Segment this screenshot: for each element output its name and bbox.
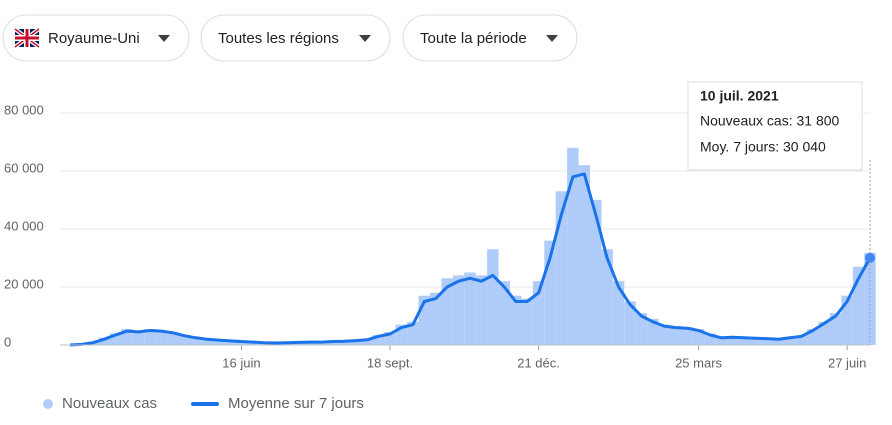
bar	[852, 266, 865, 345]
bar	[178, 334, 190, 345]
bar	[327, 341, 339, 345]
bar	[418, 295, 430, 345]
tooltip-cases: Nouveaux cas: 31 800	[700, 113, 840, 129]
bar	[464, 272, 476, 345]
dropdown-arrow	[546, 35, 558, 42]
pill-box[interactable]	[200, 14, 391, 62]
pill-box[interactable]	[402, 14, 578, 62]
bar	[201, 338, 213, 345]
x-tick-label: 21 déc.	[517, 355, 560, 370]
x-tick-label: 16 juin	[222, 355, 260, 370]
bar	[155, 330, 168, 345]
bar	[224, 340, 236, 345]
bar	[578, 165, 590, 345]
y-tick-label: 0	[4, 334, 11, 349]
bar	[235, 341, 248, 345]
bar	[681, 327, 693, 345]
bar	[818, 321, 830, 345]
y-tick-label: 80 000	[4, 102, 44, 117]
bar	[98, 337, 110, 345]
filter-label: Toutes les régions	[218, 30, 339, 47]
bar	[384, 331, 396, 345]
bar	[212, 339, 225, 345]
bar	[795, 335, 808, 345]
bar	[395, 324, 408, 345]
bar	[670, 326, 682, 345]
bar	[521, 298, 533, 345]
bar	[132, 330, 145, 345]
bar	[487, 249, 499, 345]
bar	[441, 278, 453, 345]
filter-region[interactable]: Toutes les régions	[200, 14, 391, 62]
flag	[13, 27, 41, 49]
bar	[727, 336, 739, 345]
bar	[830, 313, 842, 345]
dropdown-arrow	[158, 35, 170, 42]
bar	[144, 329, 156, 345]
bar	[624, 301, 636, 345]
bar	[475, 275, 488, 345]
tooltip-average: Moy. 7 jours: 30 040	[700, 139, 826, 155]
plot-area: 0 20 000 40 000 60 000 80 000 16 juin 18 sept.…	[4, 102, 876, 370]
line	[69, 172, 872, 347]
filter-period[interactable]: Toute la période	[402, 14, 578, 62]
x-tick-label: 25 mars	[675, 355, 722, 370]
tooltip-box	[687, 81, 863, 171]
bar	[647, 318, 659, 345]
hover-point	[865, 252, 875, 263]
bar	[167, 331, 179, 345]
bar	[567, 147, 579, 345]
bar	[407, 321, 419, 345]
legend-swatch	[43, 399, 53, 409]
bar	[750, 337, 762, 345]
y-tick-label: 20 000	[4, 276, 44, 291]
bar	[841, 295, 853, 345]
bar	[361, 338, 373, 345]
bar	[658, 324, 670, 345]
tooltip: 10 juil. 2021 Nouveaux cas: 31 800 Moy. …	[687, 81, 863, 171]
bar	[430, 292, 442, 345]
y-tick-label: 60 000	[4, 160, 44, 175]
bar	[110, 333, 122, 345]
bar	[635, 313, 648, 345]
filter-label: Toute la période	[420, 30, 527, 47]
bar	[544, 240, 556, 345]
bar	[692, 329, 705, 345]
bar	[498, 281, 510, 345]
bar	[704, 333, 716, 345]
bar	[612, 281, 625, 345]
bar	[372, 334, 385, 345]
bar	[452, 275, 465, 345]
bar	[772, 338, 785, 345]
legend-label: Nouveaux cas	[62, 395, 157, 412]
bar	[601, 249, 613, 345]
bar	[761, 338, 773, 345]
bar	[738, 336, 750, 345]
bar	[807, 329, 819, 345]
filter-label: Royaume-Uni	[48, 30, 140, 47]
bar	[350, 340, 362, 345]
pill-box[interactable]	[2, 14, 190, 62]
tooltip-date: 10 juil. 2021	[700, 88, 779, 104]
bar	[190, 337, 202, 345]
dropdown-arrow	[359, 35, 371, 42]
bar	[555, 191, 568, 345]
bar	[784, 336, 796, 345]
bar	[532, 281, 545, 345]
y-tick-label: 40 000	[4, 218, 44, 233]
bar	[715, 336, 728, 345]
x-tick-label: 27 juin	[828, 355, 866, 370]
bar	[338, 340, 350, 345]
legend-label: Moyenne sur 7 jours	[228, 395, 364, 412]
filter-country[interactable]: Royaume-Uni	[2, 14, 190, 62]
x-tick-label: 18 sept.	[367, 355, 413, 370]
bar	[510, 295, 522, 345]
bar	[864, 252, 876, 345]
bar	[121, 329, 133, 345]
bar	[590, 200, 602, 345]
